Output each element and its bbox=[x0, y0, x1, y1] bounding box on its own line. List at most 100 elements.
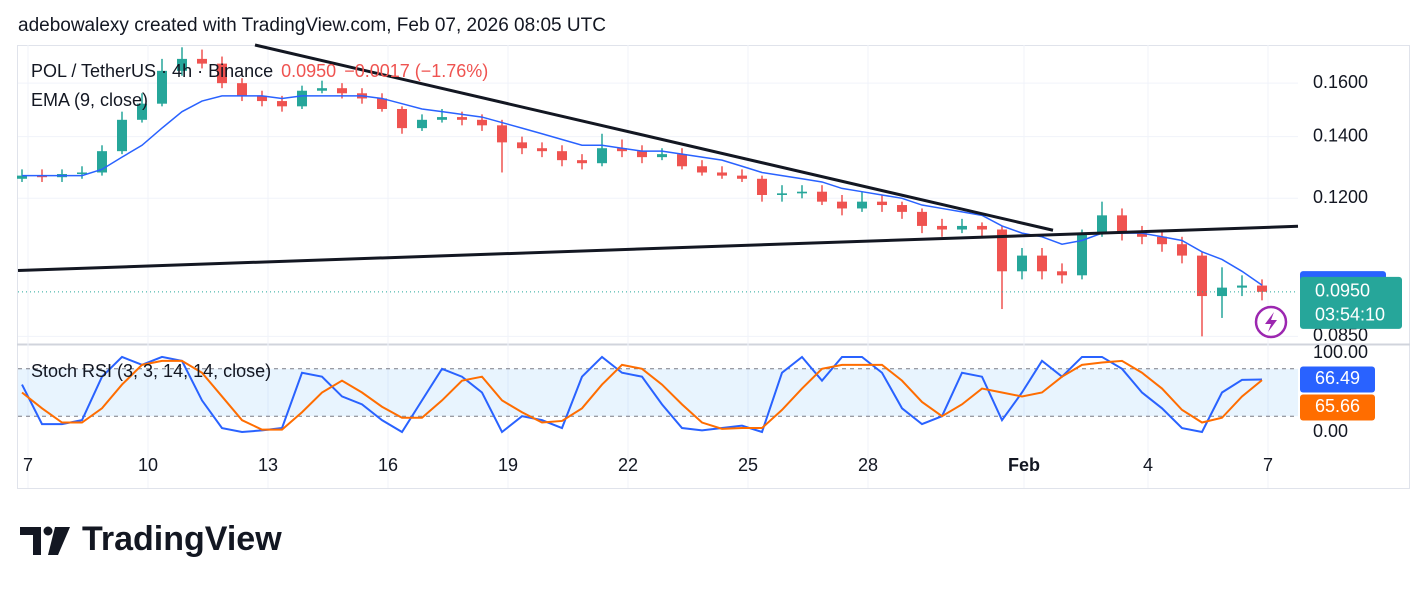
candle-body bbox=[857, 201, 867, 209]
x-tick-label: 16 bbox=[378, 455, 398, 475]
logo bbox=[20, 526, 70, 555]
candle-body bbox=[457, 117, 467, 120]
stoch-tick-label: 0.00 bbox=[1313, 421, 1348, 441]
x-tick-label: 22 bbox=[618, 455, 638, 475]
candle-body bbox=[257, 95, 267, 102]
legend: POL / TetherUS · 4h · Binance 0.0950 −0.00… bbox=[31, 61, 488, 81]
candle-body bbox=[937, 225, 947, 230]
candle-body bbox=[777, 193, 787, 195]
candle-body bbox=[997, 229, 1007, 272]
candle-body bbox=[477, 119, 487, 126]
candle-body bbox=[517, 142, 527, 149]
candle-body bbox=[137, 103, 147, 120]
candle-body bbox=[197, 58, 207, 64]
candle-body bbox=[597, 148, 607, 164]
candle-body bbox=[797, 191, 807, 194]
candle-body bbox=[697, 166, 707, 173]
candle-body bbox=[1017, 255, 1027, 272]
candle-body bbox=[1197, 255, 1207, 297]
candle-body bbox=[17, 175, 27, 179]
candle-body bbox=[877, 201, 887, 206]
candle-body bbox=[577, 160, 587, 164]
ema-line bbox=[22, 95, 1263, 286]
candle-body bbox=[677, 154, 687, 167]
stoch-value-label: 65.66 bbox=[1315, 396, 1360, 416]
price-box bbox=[1300, 276, 1402, 329]
stoch-value-box bbox=[1300, 394, 1375, 421]
candle-body bbox=[117, 119, 127, 152]
brand: TradingView bbox=[82, 520, 282, 558]
candle-body bbox=[537, 148, 547, 152]
candle-body bbox=[317, 88, 327, 91]
candle-body bbox=[657, 154, 667, 158]
x-tick-label: 10 bbox=[138, 455, 158, 475]
x-tick-label: 7 bbox=[23, 455, 33, 475]
candle-body bbox=[1237, 285, 1247, 288]
candle-body bbox=[77, 172, 87, 175]
candle-body bbox=[177, 58, 187, 71]
candle-body bbox=[1057, 271, 1067, 276]
y-tick-label: 0.1200 bbox=[1313, 187, 1368, 207]
candle-body bbox=[957, 225, 967, 230]
y-tick-label: 0.1400 bbox=[1313, 125, 1368, 145]
candle-body bbox=[617, 148, 627, 152]
candle-body bbox=[1157, 236, 1167, 245]
candle-body bbox=[837, 201, 847, 209]
candle-body bbox=[1117, 215, 1127, 234]
countdown: 03:54:10 bbox=[1315, 305, 1385, 325]
candle-body bbox=[277, 101, 287, 107]
candle-body bbox=[97, 151, 107, 173]
trendline bbox=[17, 224, 1299, 272]
candle-body bbox=[297, 90, 307, 107]
candle-body bbox=[977, 225, 987, 230]
change: −0.0017 (−1.76%) bbox=[344, 61, 488, 81]
candle-body bbox=[397, 108, 407, 129]
candle-body bbox=[917, 211, 927, 226]
candle-body bbox=[557, 151, 567, 161]
stoch-line bbox=[21, 359, 1263, 431]
candle-body bbox=[1037, 255, 1047, 272]
x-tick-label: 13 bbox=[258, 455, 278, 475]
candle-body bbox=[737, 175, 747, 179]
candle-body bbox=[377, 98, 387, 109]
header: adebowalexy created with TradingView.com… bbox=[18, 15, 606, 36]
candle-body bbox=[717, 172, 727, 176]
candle-body bbox=[237, 83, 247, 96]
candle-body bbox=[1137, 233, 1147, 237]
y-tick-label: 0.0850 bbox=[1313, 325, 1368, 345]
candle-body bbox=[817, 191, 827, 202]
candle-body bbox=[897, 205, 907, 212]
x-tick-label: Feb bbox=[1008, 455, 1040, 475]
frame bbox=[17, 45, 1410, 489]
candle-body bbox=[437, 117, 447, 120]
candle-body bbox=[417, 119, 427, 129]
x-tick-label: 19 bbox=[498, 455, 518, 475]
x-tick-label: 25 bbox=[738, 455, 758, 475]
y-tick-label: 0.1600 bbox=[1313, 72, 1368, 92]
x-tick-label: 28 bbox=[858, 455, 878, 475]
candle-body bbox=[637, 151, 647, 158]
candle-body bbox=[1177, 244, 1187, 256]
stoch-legend: Stoch RSI (3, 3, 14, 14, close) bbox=[31, 361, 271, 381]
x-tick-label: 7 bbox=[1263, 455, 1273, 475]
x-tick-label: 4 bbox=[1143, 455, 1153, 475]
symbol: POL / TetherUS · 4h · Binance bbox=[31, 61, 273, 81]
candle-body bbox=[497, 125, 507, 143]
candle-body bbox=[1097, 215, 1107, 234]
alert-icon[interactable] bbox=[1254, 305, 1288, 339]
stoch-value-box bbox=[1300, 366, 1375, 393]
indicator-legend: EMA (9, close) bbox=[31, 90, 148, 110]
trendline bbox=[254, 43, 1054, 232]
candle-body bbox=[1077, 233, 1087, 276]
candle-body bbox=[757, 178, 767, 195]
candle-body bbox=[1257, 285, 1267, 292]
candle-body bbox=[157, 70, 167, 104]
candle-body bbox=[217, 63, 227, 84]
candle-body bbox=[337, 88, 347, 94]
stoch-tick-label: 100.00 bbox=[1313, 342, 1368, 362]
candle-body bbox=[37, 175, 47, 178]
stoch-line bbox=[21, 355, 1263, 434]
